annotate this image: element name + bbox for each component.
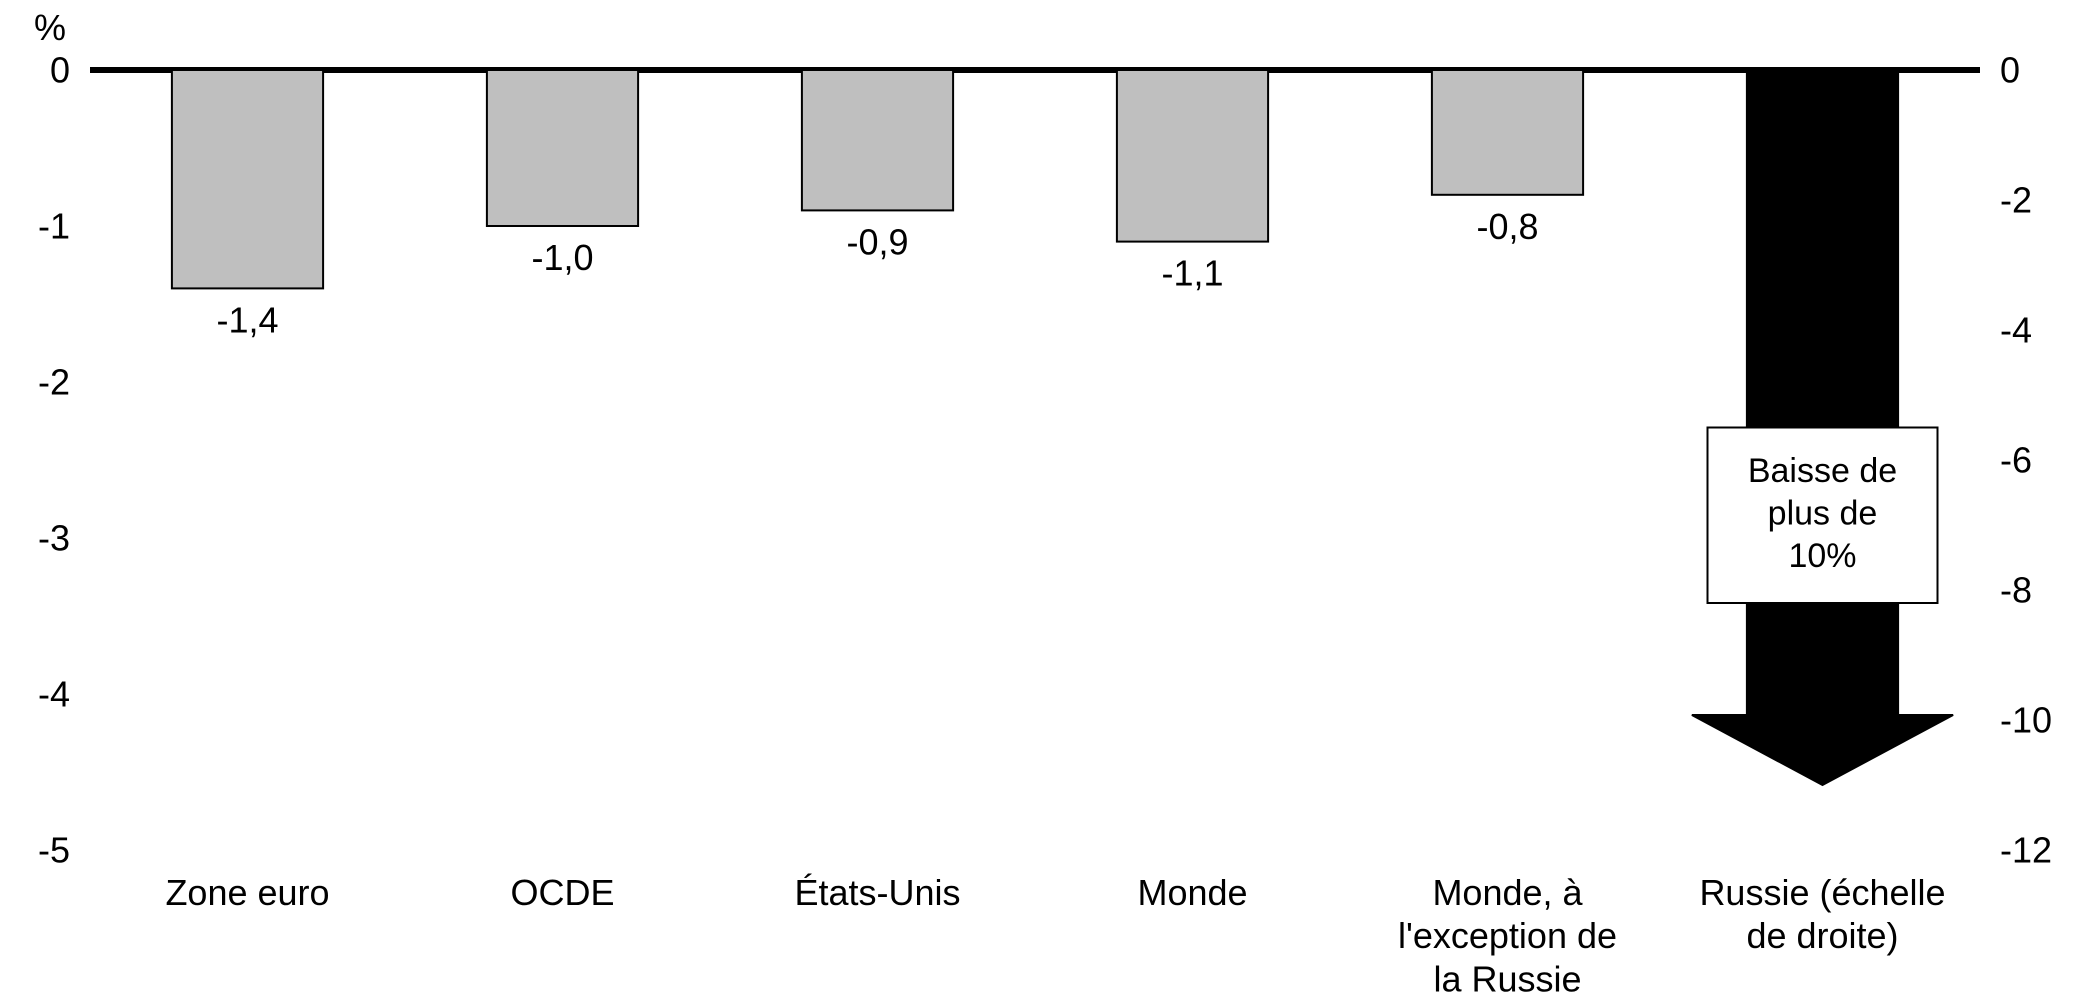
category-label: Russie (échelle <box>1699 872 1945 913</box>
callout-text: Baisse de <box>1748 452 1897 490</box>
category-label: Monde <box>1137 872 1247 913</box>
right-tick-label: -4 <box>2000 310 2032 351</box>
value-label: -1,4 <box>216 299 278 340</box>
value-label: -0,9 <box>846 221 908 262</box>
right-tick-label: -12 <box>2000 830 2052 871</box>
right-tick-label: 0 <box>2000 50 2020 91</box>
category-label: la Russie <box>1433 958 1581 999</box>
bar <box>1117 70 1268 242</box>
right-tick-label: -2 <box>2000 180 2032 221</box>
category-label: OCDE <box>510 872 614 913</box>
category-label: Monde, à <box>1432 872 1583 913</box>
value-label: -1,1 <box>1161 253 1223 294</box>
unit-label: % <box>34 7 66 48</box>
left-tick-label: -1 <box>38 206 70 247</box>
right-tick-label: -10 <box>2000 700 2052 741</box>
value-label: -0,8 <box>1476 206 1538 247</box>
right-tick-label: -6 <box>2000 440 2032 481</box>
right-tick-label: -8 <box>2000 570 2032 611</box>
chart-container: %0-1-2-3-4-50-2-4-6-8-10-12-1,4-1,0-0,9-… <box>0 0 2091 1004</box>
left-tick-label: 0 <box>50 50 70 91</box>
value-label: -1,0 <box>531 237 593 278</box>
category-label: États-Unis <box>794 872 960 913</box>
callout-text: plus de <box>1768 495 1878 533</box>
bar <box>1432 70 1583 195</box>
left-tick-label: -4 <box>38 674 70 715</box>
category-label: de droite) <box>1746 915 1898 956</box>
left-tick-label: -2 <box>38 362 70 403</box>
bar-chart: %0-1-2-3-4-50-2-4-6-8-10-12-1,4-1,0-0,9-… <box>0 0 2091 1004</box>
bar <box>802 70 953 210</box>
category-label: l'exception de <box>1398 915 1617 956</box>
bar <box>172 70 323 288</box>
left-tick-label: -5 <box>38 830 70 871</box>
left-tick-label: -3 <box>38 518 70 559</box>
category-label: Zone euro <box>165 872 329 913</box>
bar <box>487 70 638 226</box>
callout-text: 10% <box>1788 537 1856 575</box>
